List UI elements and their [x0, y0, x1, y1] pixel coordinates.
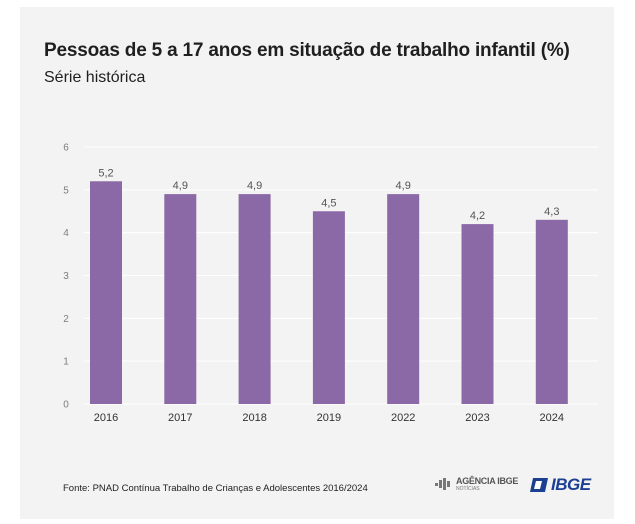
agencia-logo-subtext: NOTÍCIAS — [456, 485, 480, 492]
data-label: 5,2 — [98, 167, 113, 179]
y-tick-label: 2 — [63, 314, 69, 325]
x-tick-label: 2019 — [317, 412, 341, 424]
data-label: 4,3 — [544, 206, 559, 218]
y-tick-label: 6 — [63, 143, 69, 154]
bar — [535, 219, 568, 404]
chart-subtitle: Série histórica — [44, 69, 146, 86]
chart-title: Pessoas de 5 a 17 anos em situação de tr… — [44, 40, 570, 61]
ibge-logo-text: IBGE — [551, 475, 591, 494]
x-tick-label: 2018 — [242, 412, 266, 424]
y-tick-label: 5 — [63, 185, 69, 196]
data-label: 4,2 — [470, 210, 485, 222]
bar — [461, 224, 494, 404]
x-tick-label: 2016 — [94, 412, 118, 424]
bar — [387, 194, 420, 404]
bar — [90, 181, 122, 404]
bar — [238, 194, 271, 404]
y-tick-label: 3 — [63, 271, 69, 282]
data-label: 4,9 — [247, 180, 262, 192]
agencia-logo-text: AGÊNCIA IBGE — [456, 475, 519, 486]
source-note: Fonte: PNAD Contínua Trabalho de Criança… — [63, 483, 368, 494]
data-label: 4,9 — [396, 180, 411, 192]
x-tick-label: 2017 — [168, 412, 192, 424]
ibge-mark-icon — [530, 478, 548, 492]
x-tick-label: 2023 — [465, 412, 489, 424]
bar — [164, 194, 197, 404]
y-tick-label: 0 — [63, 400, 69, 411]
agencia-ibge-logo: AGÊNCIA IBGE NOTÍCIAS — [435, 473, 518, 495]
ibge-logo: IBGE — [529, 475, 591, 495]
data-label: 4,5 — [321, 197, 336, 209]
x-tick-label: 2024 — [540, 412, 564, 424]
data-label: 4,9 — [173, 180, 188, 192]
agencia-mark-icon — [435, 478, 450, 490]
y-tick-label: 4 — [63, 228, 69, 239]
y-tick-label: 1 — [63, 357, 69, 368]
bar — [312, 211, 345, 404]
x-tick-label: 2022 — [391, 412, 415, 424]
